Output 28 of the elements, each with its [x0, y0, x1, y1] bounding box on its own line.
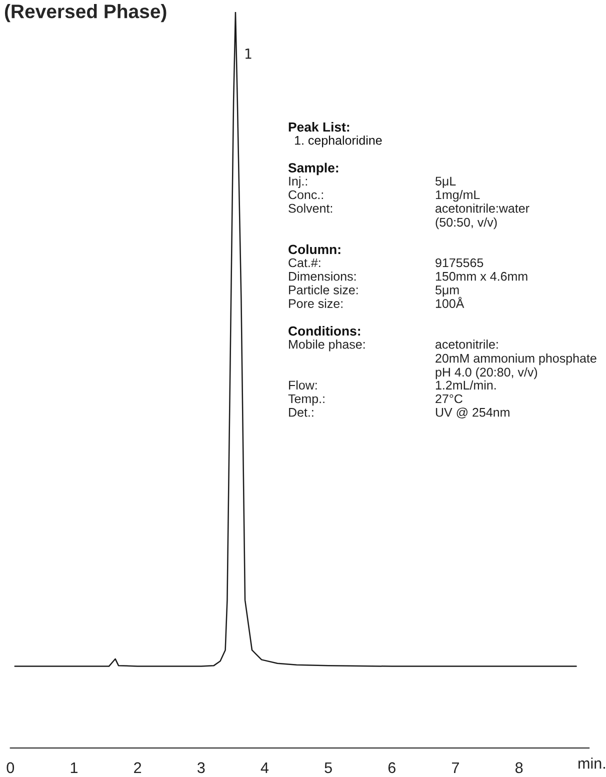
text: Inj.: 5μL	[289, 176, 456, 188]
text: Mobile phase: acetonitrile: 20mM ammonium phosphate pH 4.0 (20:80, v/v)	[289, 340, 596, 380]
annotation: 1. cephaloridine	[295, 136, 382, 148]
annotation: Sample:	[288, 162, 338, 176]
text: Pore size: 100Å	[289, 296, 464, 308]
x-tick-label: 7	[452, 762, 459, 773]
text: Temp.: 27°C	[288, 394, 462, 406]
x-tick-label: 6	[388, 762, 396, 774]
x-tick-label: 0	[6, 762, 14, 774]
x-tick-label: 4	[260, 762, 269, 773]
chart-title: (Reversed Phase)	[4, 4, 166, 22]
annotation: Conditions:	[288, 326, 360, 336]
text: Dimensions: 150mm x 4.6mm	[289, 272, 528, 281]
x-tick-label: 8	[515, 762, 523, 774]
text: Particle size: 5μm	[289, 285, 459, 297]
x-tick-label: 1	[70, 762, 78, 773]
x-tick-label: 5	[324, 762, 332, 774]
text: Solvent: acetonitrile:water (50:50, v/v)	[288, 204, 530, 230]
text: Cat.#: 9175565	[288, 258, 484, 268]
text: Flow: 1.2mL/min.	[289, 380, 496, 390]
text: Conc.: 1mg/mL	[288, 190, 480, 202]
x-axis-title: min.	[578, 758, 605, 769]
annotation: Column:	[288, 244, 340, 254]
text: Det.: UV @ 254nm	[289, 408, 510, 418]
annotation: 1	[245, 48, 252, 59]
annotation: Peak List:	[288, 122, 350, 132]
x-tick-label: 3	[197, 762, 205, 774]
x-tick-label: 2	[134, 762, 142, 773]
